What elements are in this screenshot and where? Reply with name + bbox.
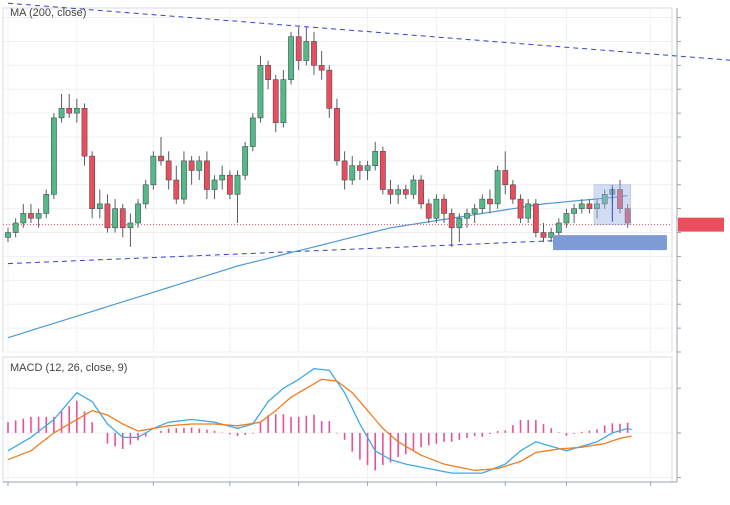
candle-body <box>586 203 593 209</box>
candle-body <box>356 165 363 171</box>
candle-body <box>112 208 118 229</box>
trendline <box>7 2 730 61</box>
candle-body <box>181 160 187 200</box>
candle-body <box>234 174 241 195</box>
candle-body <box>418 179 424 205</box>
candle-body <box>35 213 42 219</box>
candle-body <box>464 213 470 219</box>
candle-body <box>295 36 302 61</box>
candle-body <box>494 170 501 205</box>
candle-body <box>402 189 409 195</box>
candle-body <box>43 194 50 214</box>
candle-body <box>624 208 631 224</box>
candle-body <box>387 189 394 195</box>
candle-body <box>372 151 379 166</box>
candle-body <box>58 108 65 119</box>
candle-body <box>127 222 134 229</box>
candle-body <box>410 179 417 195</box>
candle-body <box>242 146 249 176</box>
candle-body <box>502 170 509 186</box>
candle-body <box>379 151 386 190</box>
candle-body <box>303 41 310 61</box>
candle-body <box>334 108 340 162</box>
candle-body <box>28 213 34 219</box>
candle-body <box>517 198 524 219</box>
candle-body <box>471 208 478 214</box>
candle-body <box>326 69 333 109</box>
candle-body <box>104 203 111 229</box>
candle-body <box>265 65 271 80</box>
candle-body <box>433 198 440 219</box>
candle-body <box>532 203 539 233</box>
price-plot[interactable] <box>3 2 730 339</box>
candle-body <box>448 213 455 229</box>
candle-body <box>196 160 203 171</box>
macd-line <box>7 367 632 474</box>
candle-body <box>395 189 402 195</box>
candle-body <box>5 232 11 238</box>
candle-body <box>563 213 570 224</box>
candle-body <box>318 65 325 71</box>
macd-pane-indicator-label: MACD (12, 26, close, 9) <box>10 362 127 374</box>
candle-body <box>219 174 226 181</box>
candle-body <box>617 189 623 209</box>
macd-plot[interactable] <box>7 367 632 474</box>
candle-body <box>509 184 516 200</box>
candle-body <box>135 203 141 224</box>
measure-label-box <box>553 235 667 251</box>
candle-body <box>20 213 27 224</box>
candle-body <box>280 79 287 123</box>
candle-body <box>571 208 577 214</box>
candle-body <box>441 198 447 214</box>
candle-body <box>555 222 562 233</box>
candle-body <box>142 184 149 205</box>
candle-body <box>364 165 371 171</box>
candle-body <box>204 160 210 190</box>
candle-body <box>188 160 195 171</box>
time-axis[interactable] <box>3 481 677 486</box>
price-axis[interactable] <box>676 8 724 482</box>
candle-body <box>81 108 88 157</box>
candle-body <box>601 194 608 205</box>
signal-line <box>7 378 632 472</box>
candle-body <box>119 208 126 229</box>
candle-body <box>165 160 172 181</box>
candle-body <box>548 232 555 238</box>
candle-body <box>66 108 73 114</box>
candle-body <box>257 65 264 119</box>
candle-body <box>341 160 348 181</box>
candle-body <box>12 222 19 233</box>
candle-body <box>96 203 103 209</box>
candle-body <box>73 108 80 114</box>
candle-body <box>226 174 233 195</box>
candle-body <box>540 232 547 238</box>
candle-body <box>158 155 164 162</box>
ma-200-line <box>7 194 628 339</box>
candle-body <box>89 155 96 209</box>
candle-body <box>173 179 180 200</box>
candle-body <box>578 203 585 209</box>
price-pane-indicator-label: MA (200, close) <box>10 7 86 19</box>
candle-body <box>349 165 356 181</box>
candle-body <box>288 36 294 80</box>
candle-body <box>425 203 432 219</box>
candle-body <box>249 117 256 147</box>
candle-body <box>594 203 600 209</box>
trendline <box>7 236 636 265</box>
candle-body <box>150 155 157 186</box>
candle-body <box>211 179 218 190</box>
macd-axis[interactable] <box>677 387 681 479</box>
candle-body <box>50 117 57 195</box>
candle-body <box>311 41 317 66</box>
candle-body <box>456 217 463 229</box>
candle-body <box>525 203 532 219</box>
candle-body <box>479 198 486 209</box>
candle-body <box>487 198 493 205</box>
current-price-badge <box>678 217 724 232</box>
candle-body <box>272 79 279 123</box>
